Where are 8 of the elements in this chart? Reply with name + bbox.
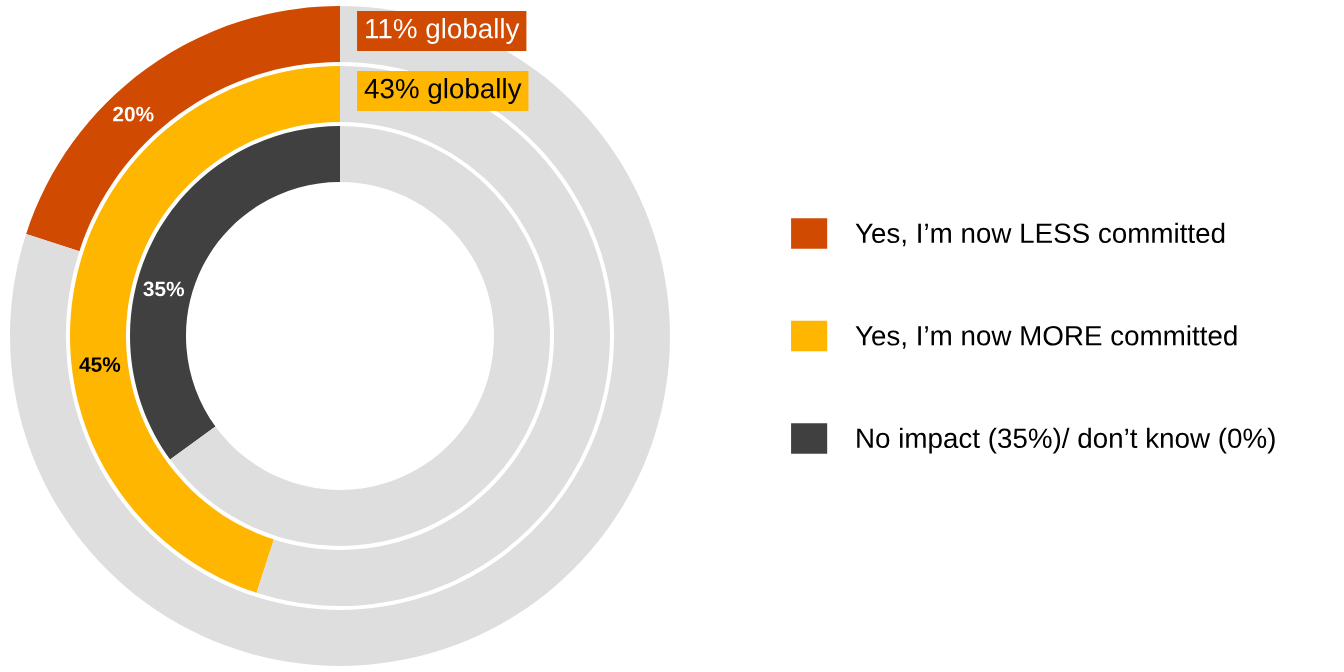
data-label: 35%	[143, 281, 185, 297]
data-label: 45%	[79, 357, 121, 372]
legend-label: Yes, I’m now MORE committed	[855, 325, 1237, 349]
text: 11% globally	[366, 18, 520, 44]
legend-label: No impact (35%)/ don’t know (0%)	[857, 427, 1275, 454]
data-label: 20%	[113, 106, 154, 122]
legend-label: Yes, I’m now LESS committed	[855, 222, 1225, 247]
text: 43% globally	[364, 78, 522, 104]
